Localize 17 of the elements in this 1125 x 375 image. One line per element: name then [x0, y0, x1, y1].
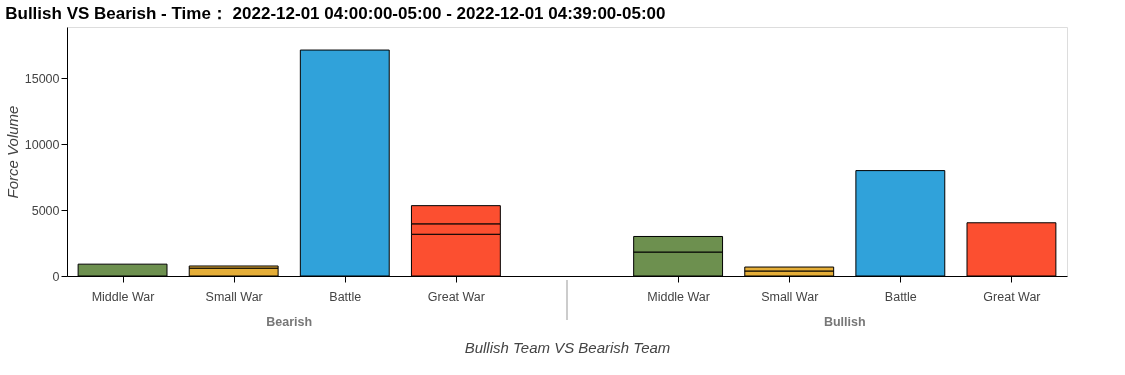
x-tick-label: Small War	[761, 289, 819, 304]
y-tick-label: 0	[52, 269, 60, 284]
x-tick-label: Great War	[983, 289, 1041, 304]
x-tick-label: Small War	[205, 289, 263, 304]
x-tick-label: Middle War	[91, 289, 155, 304]
y-tick-label: 10000	[24, 137, 60, 152]
chart-title: Bullish VS Bearish - Time： 2022-12-01 04:00:00-05:00 - 2022-12-01 04:39:00-05:00	[5, 4, 666, 23]
x-axis-title: Bullish Team VS Bearish Team	[464, 339, 671, 356]
x-tick-label: Battle	[884, 289, 917, 304]
x-tick-label: Great War	[427, 289, 485, 304]
text: Bullish	[823, 315, 866, 329]
y-axis-title: Force Volume	[3, 105, 21, 199]
y-tick-label: 5000	[31, 203, 60, 218]
x-tick-label: Middle War	[647, 289, 710, 304]
text: Bearish	[266, 315, 313, 329]
y-tick-label: 15000	[24, 71, 60, 86]
x-tick-label: Battle	[329, 289, 362, 304]
